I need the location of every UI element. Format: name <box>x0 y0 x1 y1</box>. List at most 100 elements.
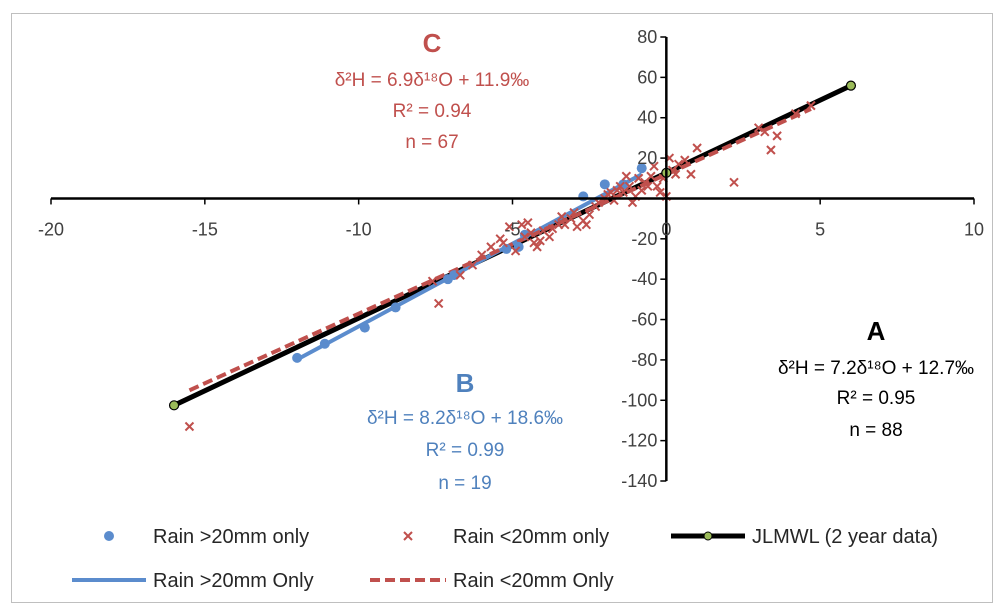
y-tick-label: 80 <box>637 27 657 47</box>
legend-swatch-jlmwl-marker <box>703 531 713 541</box>
axes <box>50 36 975 482</box>
y-tick-label: -140 <box>621 471 657 491</box>
legend-item-rain-lt20-points: Rain <20mm only <box>403 526 609 548</box>
jlmwl-marker <box>168 400 180 411</box>
data-point-rain-lt20 <box>760 127 770 137</box>
data-point-rain-lt20 <box>486 242 496 252</box>
data-point-rain-gt20 <box>501 243 512 254</box>
y-tick-label: -60 <box>631 310 657 330</box>
data-point-rain-lt20 <box>526 228 536 238</box>
data-point-rain-lt20 <box>729 177 739 188</box>
data-point-rain-lt20 <box>624 181 635 192</box>
legend-marker-circle <box>104 531 114 541</box>
y-tick-label: -20 <box>631 229 657 249</box>
annotation-c-equation: δ²H = 6.9δ¹⁸O + 11.9‰ <box>335 70 530 91</box>
data-point-rain-lt20 <box>433 298 444 309</box>
data-point-rain-gt20 <box>319 338 330 349</box>
annotation-b-n: n = 19 <box>438 473 491 494</box>
x-tick-label: 0 <box>661 219 671 239</box>
legend-item-rain-lt20-line: Rain <20mm Only <box>370 570 614 592</box>
series-line-4 <box>188 107 812 393</box>
y-tick-label: -40 <box>631 269 657 289</box>
annotation-b-equation: δ²H = 8.2δ¹⁸O + 18.6‰ <box>367 408 563 429</box>
data-point-rain-lt20 <box>510 246 521 256</box>
y-tick-label: 40 <box>637 108 657 128</box>
data-point-rain-lt20 <box>753 123 764 133</box>
x-tick-label: 10 <box>964 219 984 239</box>
data-point-rain-gt20 <box>390 302 401 313</box>
legend-item-jlmwl: JLMWL (2 year data) <box>671 526 938 548</box>
x-tick-label: -15 <box>192 219 218 239</box>
data-point-rain-lt20 <box>621 171 632 181</box>
data-point-rain-lt20 <box>498 238 508 248</box>
data-point-rain-lt20 <box>790 108 801 119</box>
x-tick-label: -5 <box>504 219 520 239</box>
y-tick-label: -120 <box>621 431 657 451</box>
data-point-rain-lt20 <box>652 181 662 192</box>
legend-item-rain-gt20-points: Rain >20mm only <box>104 526 309 548</box>
tick-labels: -20 -15 -10 -5 0 5 10 80 60 40 20 -20 -40 -60 -80 -100 -… <box>38 27 984 491</box>
data-point-rain-lt20 <box>535 236 545 246</box>
data-point-rain-lt20 <box>557 211 567 222</box>
data-point-rain-gt20 <box>578 191 589 202</box>
annotation-a: A δ²H = 7.2δ¹⁸O + 12.7‰ R² = 0.95 n = 88 <box>778 316 974 441</box>
y-tick-label: -100 <box>621 390 657 410</box>
data-point-rain-gt20 <box>519 229 530 240</box>
legend-label-rain-lt20-points: Rain <20mm only <box>453 526 609 548</box>
data-point-rain-lt20 <box>593 197 604 208</box>
data-point-rain-lt20 <box>455 270 465 280</box>
annotation-a-r2: R² = 0.95 <box>837 388 916 409</box>
data-point-rain-lt20 <box>606 187 616 198</box>
legend-label-rain-gt20-points: Rain >20mm only <box>153 526 309 548</box>
annotation-a-equation: δ²H = 7.2δ¹⁸O + 12.7‰ <box>778 358 974 379</box>
data-point-rain-gt20 <box>599 179 610 190</box>
data-point-rain-lt20 <box>581 219 592 230</box>
data-point-rain-lt20 <box>547 224 558 234</box>
data-point-rain-gt20 <box>636 163 647 174</box>
legend-label-rain-gt20-line: Rain >20mm Only <box>153 570 314 592</box>
annotation-a-n: n = 88 <box>849 420 902 441</box>
data-point-rain-lt20 <box>686 169 696 179</box>
data-point-rain-lt20 <box>680 155 690 165</box>
annotation-c-label: C <box>423 28 442 58</box>
data-point-rain-lt20 <box>670 169 681 179</box>
data-point-rain-lt20 <box>523 217 533 228</box>
y-tick-label: 20 <box>637 148 657 168</box>
data-point-rain-lt20 <box>517 219 527 230</box>
y-tick-label: -80 <box>631 350 657 370</box>
data-point-rain-lt20 <box>544 232 555 242</box>
legend: Rain >20mm only Rain <20mm only JLMWL (2… <box>72 526 938 592</box>
jlmwl-marker <box>845 80 857 91</box>
data-point-rain-gt20 <box>359 322 370 333</box>
data-point-rain-lt20 <box>673 159 684 169</box>
data-point-rain-lt20 <box>520 232 530 242</box>
legend-item-rain-gt20-line: Rain >20mm Only <box>72 570 314 592</box>
data-point-rain-lt20 <box>766 145 776 155</box>
data-point-rain-lt20 <box>584 209 595 220</box>
x-tick-label: -20 <box>38 219 64 239</box>
data-point-rain-lt20 <box>772 131 782 141</box>
annotation-c-r2: R² = 0.94 <box>393 101 472 122</box>
legend-label-rain-lt20-line: Rain <20mm Only <box>453 570 614 592</box>
data-point-rain-lt20 <box>569 207 579 218</box>
data-point-rain-lt20 <box>646 171 656 181</box>
series-lines <box>172 83 853 408</box>
data-point-rain-lt20 <box>627 197 638 208</box>
data-point-rain-lt20 <box>633 173 644 183</box>
data-point-rain-gt20 <box>292 352 303 363</box>
x-tick-label: -10 <box>346 219 372 239</box>
data-point-rain-lt20 <box>615 181 625 192</box>
data-point-rain-lt20 <box>477 250 487 260</box>
data-point-rain-lt20 <box>692 143 702 153</box>
data-point-rain-lt20 <box>184 421 195 432</box>
data-point-rain-lt20 <box>566 213 576 224</box>
data-point-rain-lt20 <box>427 276 438 286</box>
annotation-b: B δ²H = 8.2δ¹⁸O + 18.6‰ R² = 0.99 n = 19 <box>367 368 563 494</box>
data-point-rain-lt20 <box>467 260 478 270</box>
annotation-a-label: A <box>867 316 886 346</box>
annotation-b-label: B <box>456 368 475 398</box>
data-point-rain-lt20 <box>643 181 653 192</box>
annotation-c: C δ²H = 6.9δ¹⁸O + 11.9‰ R² = 0.94 n = 67 <box>335 28 530 153</box>
data-point-rain-lt20 <box>649 161 659 171</box>
